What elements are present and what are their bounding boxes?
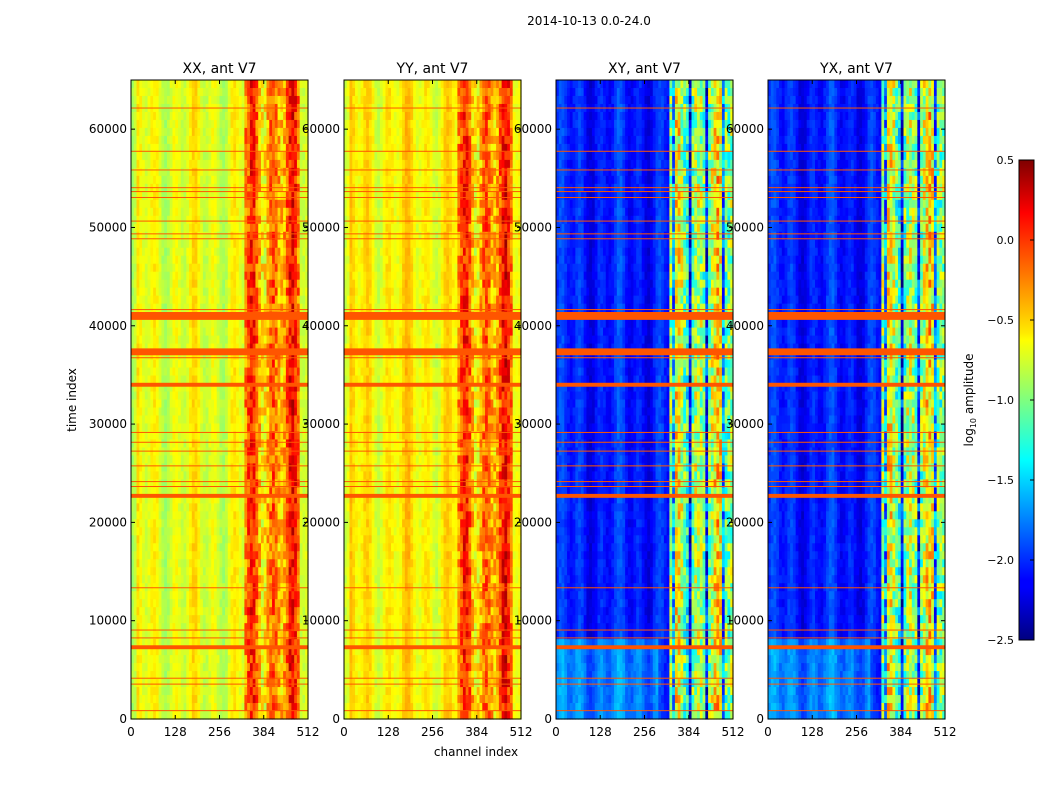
figure: 2014-10-13 0.0-24.0 XX, ant V70 128 256 384…: [0, 0, 1050, 800]
heatmap-image: [131, 80, 309, 720]
panel-xx: XX, ant V70 128 256 384 51201000020000300004…: [89, 61, 320, 739]
figure-title: 2014-10-13 0.0-24.0: [527, 14, 651, 28]
panels-group: XX, ant V70 128 256 384 51201000020000300004…: [89, 61, 957, 739]
